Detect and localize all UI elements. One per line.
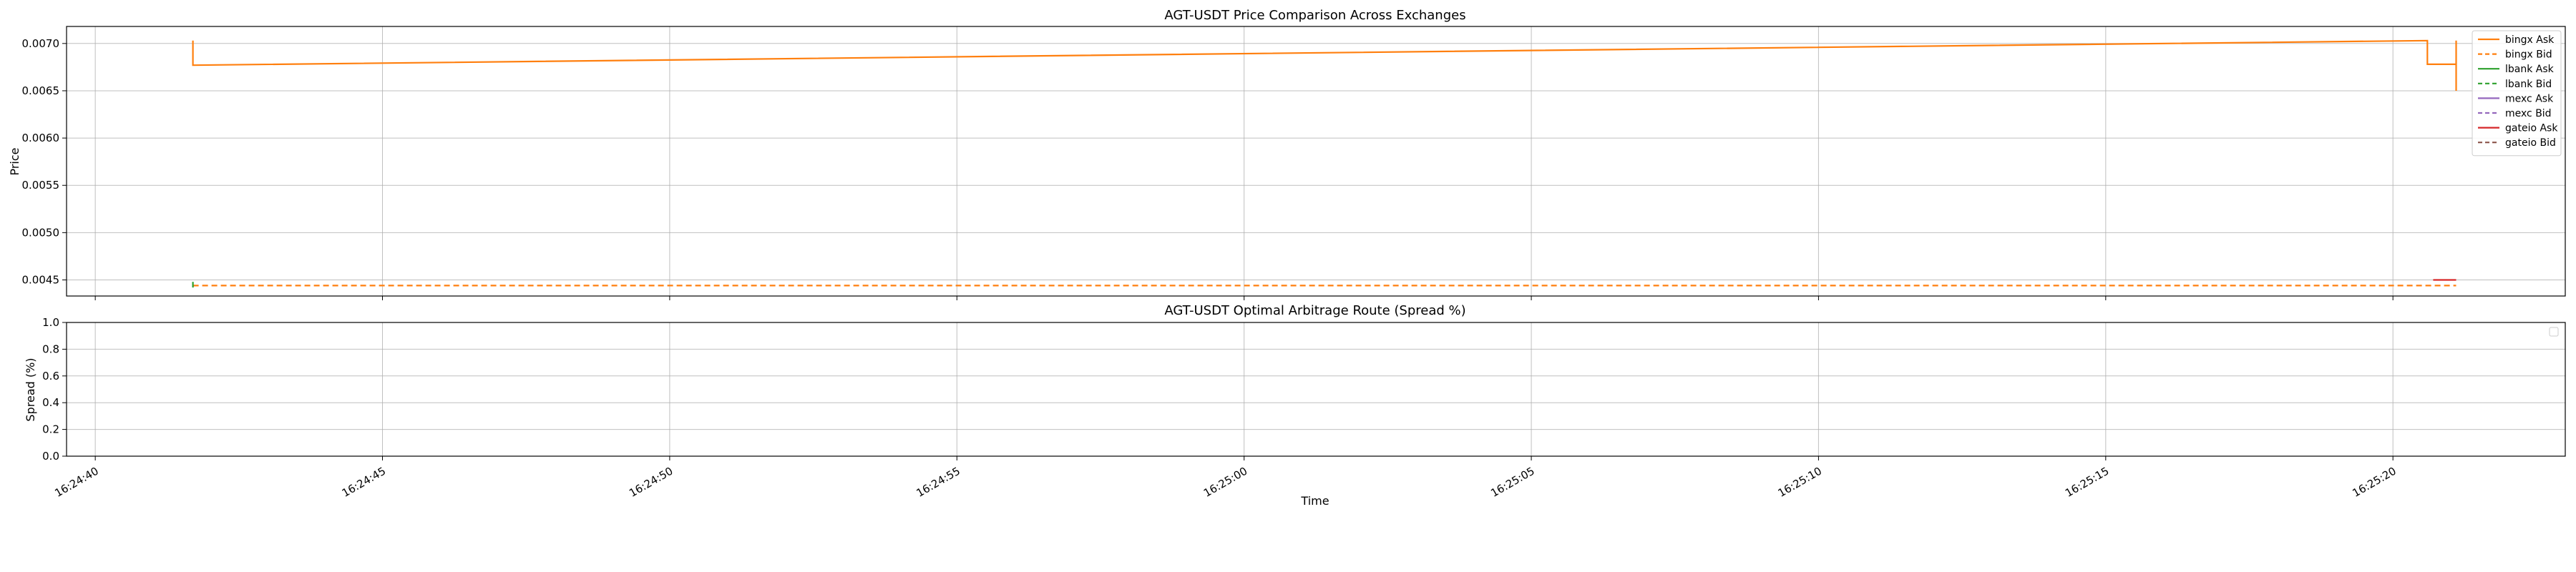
spread-chart-y-label: Spread (%) [24, 358, 37, 421]
spread-y-tick-label: 0.6 [42, 370, 59, 383]
legend-label: lbank Bid [2505, 79, 2552, 90]
price-chart-frame [66, 26, 2566, 297]
empty-legend-box [2549, 327, 2559, 337]
spread-chart-x-label: Time [1300, 494, 1329, 508]
price-y-tick-label: 0.0055 [22, 179, 60, 192]
price-chart-grid [67, 26, 2565, 296]
spread-y-tick-label: 0.2 [42, 423, 59, 436]
spread-y-tick-label: 0.4 [42, 396, 59, 409]
legend-label: bingx Bid [2505, 49, 2552, 61]
legend-label: gateio Bid [2505, 137, 2556, 149]
price-y-tick-label: 0.0050 [22, 226, 60, 239]
legend-label: bingx Ask [2505, 34, 2555, 46]
spread-chart-title: AGT-USDT Optimal Arbitrage Route (Spread… [1164, 303, 1465, 318]
spread-y-tick-label: 0.8 [42, 342, 59, 355]
price-y-tick-label: 0.0070 [22, 37, 60, 50]
price-y-tick-label: 0.0045 [22, 274, 60, 287]
legend-label: mexc Ask [2505, 93, 2554, 104]
spread-chart-legend [2549, 327, 2559, 337]
spread-chart-y-ticks: 0.0 0.2 0.4 0.6 0.8 1.0 [42, 316, 67, 463]
price-comparison-chart: AGT-USDT Price Comparison Across Exchang… [8, 8, 2566, 300]
spread-chart-frame [66, 322, 2566, 457]
price-y-tick-label: 0.0060 [22, 132, 60, 144]
price-y-tick-label: 0.0065 [22, 84, 60, 97]
price-chart-y-label: Price [8, 147, 21, 175]
legend-label: mexc Bid [2505, 108, 2552, 119]
spread-y-tick-label: 1.0 [42, 316, 59, 329]
price-chart-legend: bingx Ask bingx Bid lbank Ask lbank Bid mexc… [2472, 30, 2562, 157]
series-bingx-ask [192, 39, 2457, 91]
spread-y-tick-label: 0.0 [42, 450, 59, 463]
legend-box [2472, 30, 2562, 157]
price-chart-x-ticks [94, 296, 2394, 300]
legend-label: gateio Ask [2505, 123, 2558, 134]
legend-label: lbank Ask [2505, 64, 2555, 75]
price-chart-title: AGT-USDT Price Comparison Across Exchang… [1164, 8, 1465, 23]
price-chart-y-ticks: 0.0045 0.0050 0.0055 0.0060 0.0065 0.0070 [22, 37, 67, 287]
price-chart-series [192, 39, 2457, 288]
